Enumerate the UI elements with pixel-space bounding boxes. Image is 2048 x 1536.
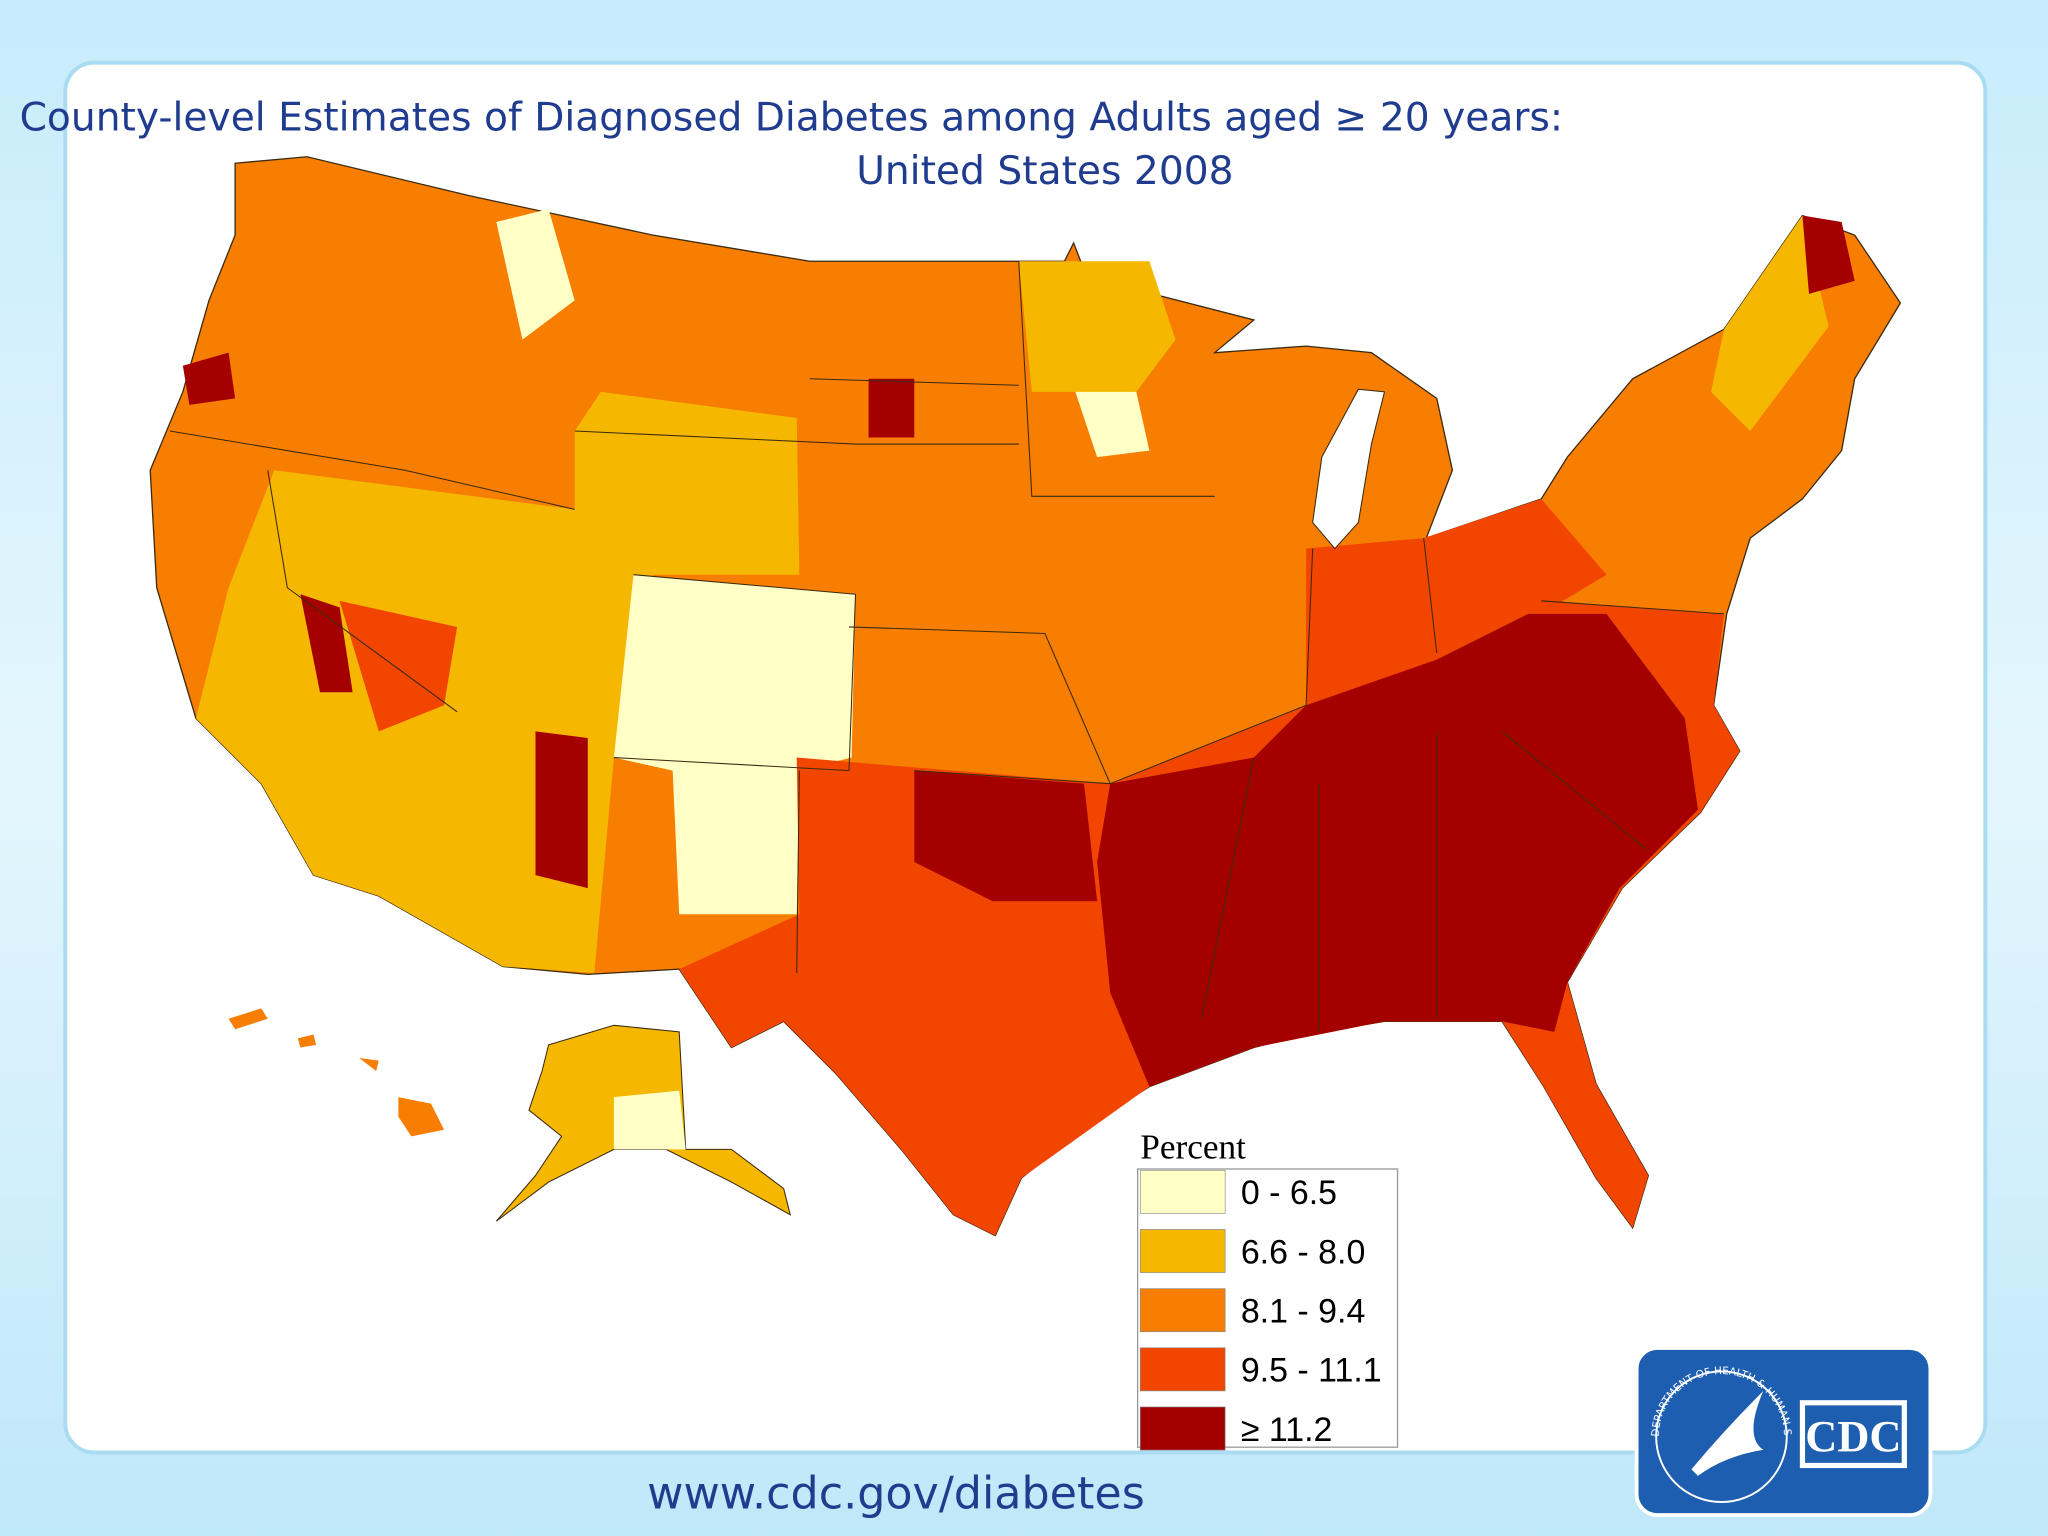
region bbox=[195, 391, 800, 974]
legend-label: 8.1 - 9.4 bbox=[1241, 1293, 1366, 1331]
cdc-inner bbox=[1805, 1405, 1902, 1463]
region bbox=[1802, 215, 1855, 294]
legend-swatch bbox=[1139, 1347, 1226, 1392]
region bbox=[914, 770, 1098, 902]
region bbox=[339, 600, 458, 732]
lake bbox=[1312, 388, 1386, 550]
url: www.cdc.gov/diabetes bbox=[647, 1469, 1145, 1520]
legend-swatch bbox=[1139, 1169, 1226, 1214]
region bbox=[496, 208, 575, 340]
state-borders bbox=[169, 261, 1725, 1032]
legend-label: 6.6 - 8.0 bbox=[1241, 1233, 1366, 1271]
legend-swatch bbox=[1139, 1288, 1226, 1333]
legend-label: 0 - 6.5 bbox=[1241, 1174, 1337, 1212]
map-subtitle: United States 2008 bbox=[856, 149, 1233, 194]
region bbox=[535, 731, 588, 889]
region bbox=[182, 352, 236, 405]
seal-ring bbox=[1655, 1370, 1788, 1504]
region bbox=[613, 1090, 686, 1150]
cdc-text: CDC bbox=[1805, 1411, 1901, 1461]
legend-label: 9.5 - 11.1 bbox=[1241, 1352, 1382, 1390]
map-title: County-level Estimates of Diagnosed Diab… bbox=[20, 96, 1564, 141]
region bbox=[1306, 498, 1607, 706]
us-map bbox=[149, 156, 1902, 1237]
region bbox=[300, 594, 353, 693]
eagle bbox=[1691, 1391, 1764, 1476]
region bbox=[228, 1008, 445, 1137]
logo-bg bbox=[1634, 1345, 1933, 1518]
region bbox=[1097, 613, 1698, 1087]
legend-swatch bbox=[1139, 1229, 1226, 1273]
region bbox=[1018, 261, 1176, 392]
legend: 0 - 6.5 6.6 - 8.0 8.1 - 9.4 9.5 - 11.1 ≥ 11.… bbox=[1139, 1169, 1382, 1451]
legend-label: ≥ 11.2 bbox=[1241, 1411, 1333, 1449]
legend-title: Percent bbox=[1140, 1128, 1246, 1167]
region bbox=[868, 378, 915, 438]
region bbox=[1711, 215, 1829, 432]
region bbox=[613, 574, 856, 915]
legend-swatch bbox=[1139, 1406, 1226, 1451]
